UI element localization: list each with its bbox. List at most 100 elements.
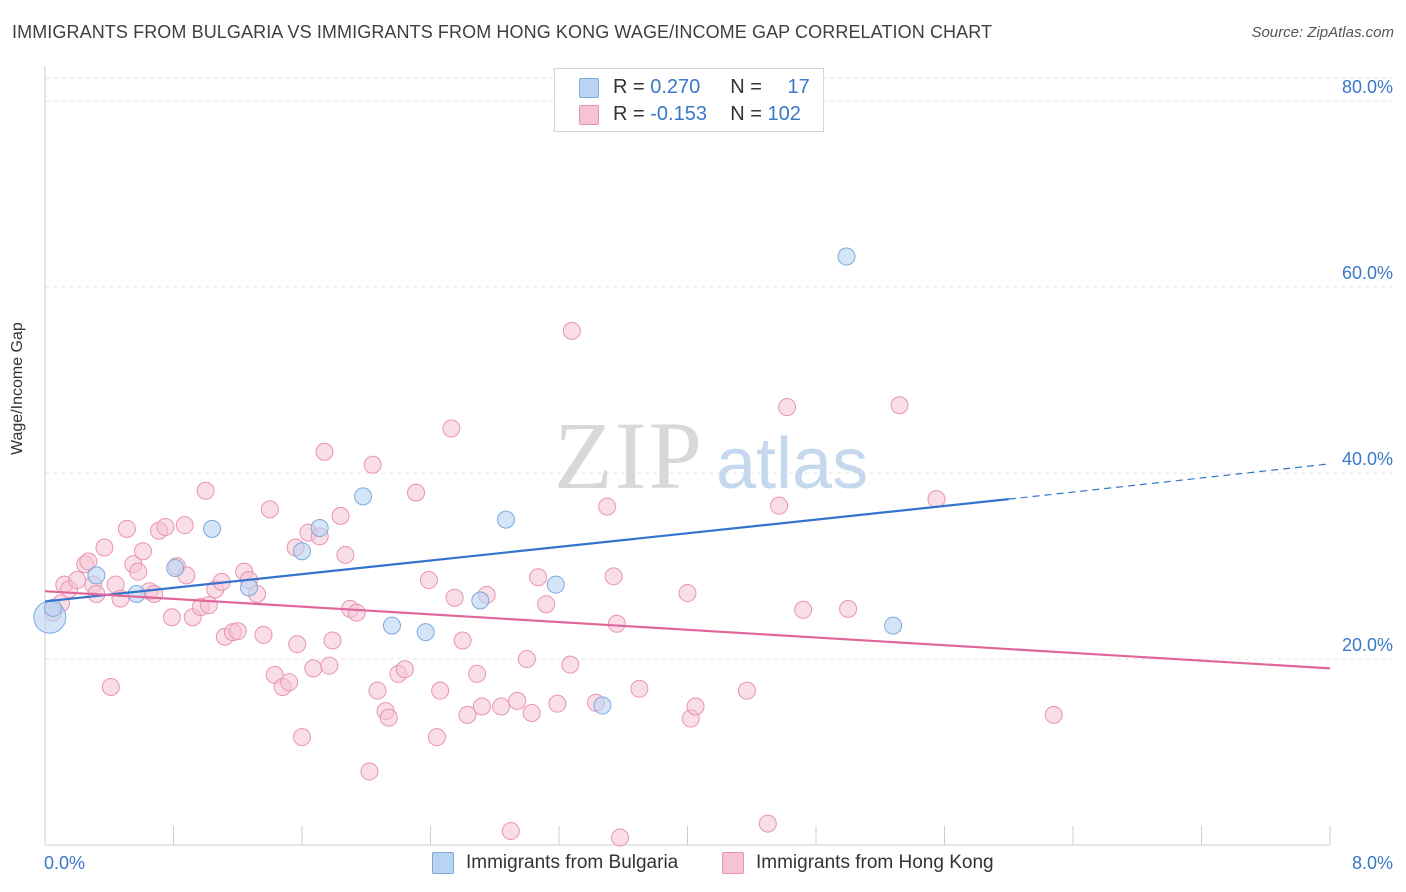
- legend-r-label: R =: [613, 103, 651, 125]
- bulgaria-trend-extension: [1008, 463, 1331, 500]
- legend-r-value: 0.270: [650, 76, 701, 98]
- bulgaria-point: [310, 518, 329, 537]
- hongkong-point: [737, 681, 756, 700]
- hongkong-point: [442, 419, 461, 438]
- hongkong-point: [537, 595, 556, 614]
- bulgaria-point: [884, 616, 903, 635]
- hongkong-point: [254, 625, 273, 644]
- legend-n-label: N =: [730, 76, 768, 98]
- legend-swatch-bulgaria: [579, 77, 599, 98]
- x-tick-label: 0.0%: [44, 853, 85, 873]
- hongkong-point: [145, 584, 164, 603]
- x-tick-label: 8.0%: [1352, 853, 1393, 873]
- hongkong-point: [517, 650, 536, 669]
- bulgaria-point: [471, 591, 490, 610]
- hongkong-point: [156, 518, 175, 537]
- hongkong-point: [604, 567, 623, 586]
- hongkong-point: [304, 659, 323, 678]
- hongkong-point: [368, 681, 387, 700]
- hongkong-point: [360, 762, 379, 781]
- hongkong-point: [336, 545, 355, 564]
- bulgaria-point: [496, 510, 515, 529]
- hongkong-point: [501, 822, 520, 841]
- hongkong-point: [199, 596, 218, 615]
- hongkong-point: [162, 608, 181, 627]
- hongkong-point: [598, 497, 617, 516]
- trend-lines: [44, 463, 1331, 670]
- legend-row-bulgaria: R = 0.270 N = 17: [579, 76, 810, 99]
- bulgaria-point: [354, 487, 373, 506]
- tick-labels: 20.0% 40.0% 60.0% 80.0% 0.0% 8.0%: [44, 77, 1393, 873]
- hongkong-point: [794, 600, 813, 619]
- hongkong-point: [522, 703, 541, 722]
- legend-swatch-hongkong: [579, 104, 599, 125]
- hongkong-point: [431, 681, 450, 700]
- hongkong-point: [280, 673, 299, 692]
- bottom-legend-bulgaria: Immigrants from Bulgaria: [432, 852, 678, 874]
- hongkong-point: [419, 571, 438, 590]
- bulgaria-point: [837, 247, 856, 266]
- legend-r-label: R =: [613, 76, 651, 98]
- hongkong-point: [492, 697, 511, 716]
- hongkong-point: [778, 398, 797, 417]
- hongkong-point: [293, 728, 311, 747]
- bulgaria-point: [44, 598, 63, 617]
- bulgaria-point: [546, 575, 565, 594]
- hongkong-point: [468, 664, 487, 683]
- hongkong-point: [228, 622, 247, 641]
- legend-row-hongkong: R = -0.153 N = 102: [579, 103, 801, 126]
- bulgaria-point: [593, 696, 612, 715]
- hongkong-point: [129, 562, 148, 581]
- hongkong-point: [407, 483, 426, 502]
- hongkong-point: [529, 568, 548, 587]
- hongkong-point: [890, 396, 909, 415]
- hongkong-point: [68, 571, 87, 590]
- hongkong-point: [607, 614, 626, 633]
- hongkong-point: [288, 635, 307, 654]
- bulgaria-point: [416, 623, 435, 642]
- hongkong-point: [331, 506, 350, 525]
- source-label: Source: ZipAtlas.com: [1251, 24, 1394, 41]
- watermark-zip: ZIP: [554, 402, 704, 509]
- bottom-legend-hongkong: Immigrants from Hong Kong: [722, 852, 994, 874]
- hongkong-point: [320, 656, 339, 675]
- hongkong-point: [379, 708, 398, 727]
- y-tick-label: 60.0%: [1342, 263, 1393, 283]
- hongkong-point: [117, 519, 136, 538]
- y-axis-label: Wage/Income Gap: [9, 322, 26, 455]
- bulgaria-point: [382, 616, 401, 635]
- chart-title: IMMIGRANTS FROM BULGARIA VS IMMIGRANTS F…: [12, 22, 993, 42]
- bulgaria-point: [87, 566, 106, 585]
- bulgaria-trend-line: [44, 498, 1009, 603]
- bulgaria-point: [203, 519, 222, 538]
- hongkong-point: [427, 728, 446, 747]
- watermark: ZIP atlas: [554, 402, 868, 509]
- legend-n-value: 102: [767, 103, 801, 125]
- watermark-atlas: atlas: [716, 424, 868, 504]
- hongkong-point: [611, 828, 630, 847]
- y-tick-label: 80.0%: [1342, 77, 1393, 97]
- legend-n-label: N =: [730, 103, 768, 125]
- hongkong-point: [315, 442, 334, 461]
- hongkong-point: [561, 655, 580, 674]
- hongkong-point: [678, 584, 697, 603]
- bottom-legend-label-bulgaria: Immigrants from Bulgaria: [466, 852, 679, 873]
- hongkong-point: [260, 500, 279, 519]
- bulgaria-point: [127, 584, 146, 603]
- bottom-swatch-hongkong: [722, 852, 744, 874]
- hongkong-point: [508, 691, 527, 710]
- hongkong-trend-line: [44, 590, 1331, 670]
- axes: [44, 66, 1331, 846]
- hongkong-point: [630, 679, 649, 698]
- hongkong-point: [445, 588, 464, 607]
- hongkong-point: [101, 677, 120, 696]
- hongkong-point: [839, 599, 858, 618]
- correlation-legend: R = 0.270 N = 17 R = -0.153 N = 102: [554, 68, 824, 132]
- bottom-legend-label-hongkong: Immigrants from Hong Kong: [756, 852, 994, 873]
- legend-n-value: 17: [787, 76, 810, 98]
- hongkong-point: [133, 542, 152, 561]
- hongkong-point: [175, 516, 194, 535]
- hongkong-point: [548, 694, 567, 713]
- hongkong-point: [453, 631, 472, 650]
